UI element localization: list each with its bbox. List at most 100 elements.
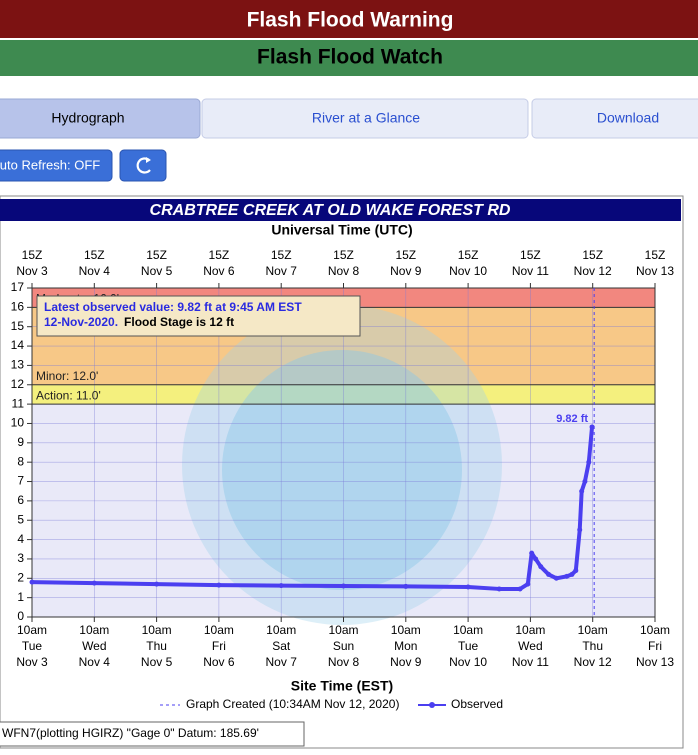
- y-tick-label: 13: [11, 358, 25, 372]
- x2-tick-label: Nov 4: [79, 264, 111, 278]
- tab[interactable]: [0, 98, 201, 139]
- data-point: [216, 582, 222, 588]
- top-axis-title: Universal Time (UTC): [271, 222, 412, 238]
- y-tick-label: 5: [17, 512, 24, 526]
- x-tick-label: 10am: [142, 623, 172, 637]
- auto-refresh-label[interactable]: uto Refresh: OFF: [0, 157, 100, 172]
- refresh-button[interactable]: [119, 149, 167, 182]
- x-tick-label: Wed: [82, 639, 106, 653]
- x-tick-label: Sun: [333, 639, 354, 653]
- legend-label: Observed: [451, 697, 503, 711]
- annotation-text: 12-Nov-2020.: [44, 315, 118, 329]
- x2-tick-label: Nov 6: [203, 264, 235, 278]
- y-tick-label: 14: [11, 338, 25, 352]
- data-point: [579, 488, 585, 494]
- x2-tick-label: Nov 8: [328, 264, 360, 278]
- data-point: [538, 564, 544, 570]
- tab[interactable]: [531, 98, 698, 139]
- tab-label[interactable]: Hydrograph: [51, 110, 124, 126]
- legend-swatch: [429, 702, 435, 708]
- datum-box: [0, 721, 305, 747]
- data-point: [525, 581, 531, 587]
- y-tick-label: 4: [17, 532, 24, 546]
- x-tick-label: 10am: [578, 623, 608, 637]
- x2-tick-label: 15Z: [333, 248, 354, 262]
- x-tick-label: 10am: [79, 623, 109, 637]
- x2-tick-label: 15Z: [22, 248, 43, 262]
- watch-text: Flash Flood Watch: [257, 46, 443, 69]
- flood-label: Action: 11.0': [36, 388, 101, 402]
- x-axis-title: Site Time (EST): [291, 678, 393, 694]
- data-point: [517, 586, 523, 592]
- data-point: [573, 568, 579, 574]
- x2-tick-label: Nov 12: [574, 264, 612, 278]
- data-point: [533, 556, 539, 562]
- x-tick-label: Nov 11: [512, 655, 549, 669]
- x-tick-label: Nov 12: [574, 655, 612, 669]
- y-tick-label: 0: [17, 609, 24, 623]
- auto-refresh-button[interactable]: [0, 149, 113, 182]
- warning-banner: [0, 0, 698, 38]
- plot: Moderate: 16.0'Minor: 12.0'Action: 11.0'…: [11, 248, 675, 669]
- x-tick-label: Nov 5: [141, 655, 173, 669]
- annotation-text: Flood Stage is 12 ft: [124, 315, 234, 329]
- y-tick-label: 15: [11, 319, 25, 333]
- x2-tick-label: 15Z: [582, 248, 603, 262]
- data-point: [91, 580, 97, 586]
- data-point: [546, 571, 552, 577]
- x-tick-label: Thu: [582, 639, 603, 653]
- x2-tick-label: 15Z: [84, 248, 105, 262]
- datum-text: WFN7(plotting HGIRZ) "Gage 0" Datum: 185…: [2, 726, 259, 740]
- data-point: [496, 586, 502, 592]
- y-tick-label: 6: [17, 493, 24, 507]
- x-tick-label: 10am: [391, 623, 421, 637]
- chart-title-bar: [0, 199, 681, 221]
- x2-tick-label: Nov 7: [266, 264, 298, 278]
- flood-label: Minor: 12.0': [36, 369, 98, 383]
- x-tick-label: Thu: [146, 639, 167, 653]
- y-tick-label: 9: [17, 435, 24, 449]
- x-tick-label: Sat: [272, 639, 291, 653]
- x-tick-label: Tue: [458, 639, 479, 653]
- tab-label[interactable]: River at a Glance: [312, 110, 420, 126]
- x-tick-label: Nov 8: [328, 655, 360, 669]
- x2-tick-label: Nov 11: [512, 264, 549, 278]
- y-tick-label: 3: [17, 551, 24, 565]
- y-tick-label: 16: [11, 300, 25, 314]
- x-tick-label: Nov 7: [266, 655, 298, 669]
- x-tick-label: 10am: [204, 623, 234, 637]
- x-tick-label: 10am: [17, 623, 47, 637]
- y-tick-label: 11: [12, 396, 25, 410]
- refresh-icon: [146, 157, 151, 163]
- x-tick-label: 10am: [266, 623, 296, 637]
- x-tick-label: Fri: [648, 639, 662, 653]
- y-tick-label: 2: [17, 570, 24, 584]
- x-tick-label: 10am: [515, 623, 545, 637]
- data-point: [553, 575, 559, 581]
- data-point: [577, 527, 583, 533]
- x2-tick-label: Nov 3: [16, 264, 48, 278]
- logo-disc: [222, 350, 462, 590]
- x-tick-label: Nov 6: [203, 655, 235, 669]
- y-tick-label: 12: [11, 377, 25, 391]
- x-tick-label: 10am: [328, 623, 358, 637]
- annotation-text: Latest observed value: 9.82 ft at 9:45 A…: [44, 300, 302, 314]
- watch-banner: [0, 40, 698, 76]
- data-point: [154, 581, 160, 587]
- x2-tick-label: Nov 10: [449, 264, 487, 278]
- x2-tick-label: 15Z: [520, 248, 541, 262]
- refresh-icon: [136, 157, 151, 174]
- y-tick-label: 8: [17, 454, 24, 468]
- data-point: [589, 424, 595, 430]
- x-tick-label: Nov 10: [449, 655, 487, 669]
- data-point: [582, 479, 588, 485]
- x-tick-label: Wed: [518, 639, 542, 653]
- tab[interactable]: [201, 98, 529, 139]
- x-tick-label: Nov 13: [636, 655, 674, 669]
- y-tick-label: 7: [17, 474, 24, 488]
- chart-title: CRABTREE CREEK AT OLD WAKE FOREST RD: [150, 202, 511, 219]
- data-point: [29, 579, 35, 585]
- tab-label[interactable]: Download: [597, 110, 659, 126]
- y-tick-label: 17: [11, 280, 25, 294]
